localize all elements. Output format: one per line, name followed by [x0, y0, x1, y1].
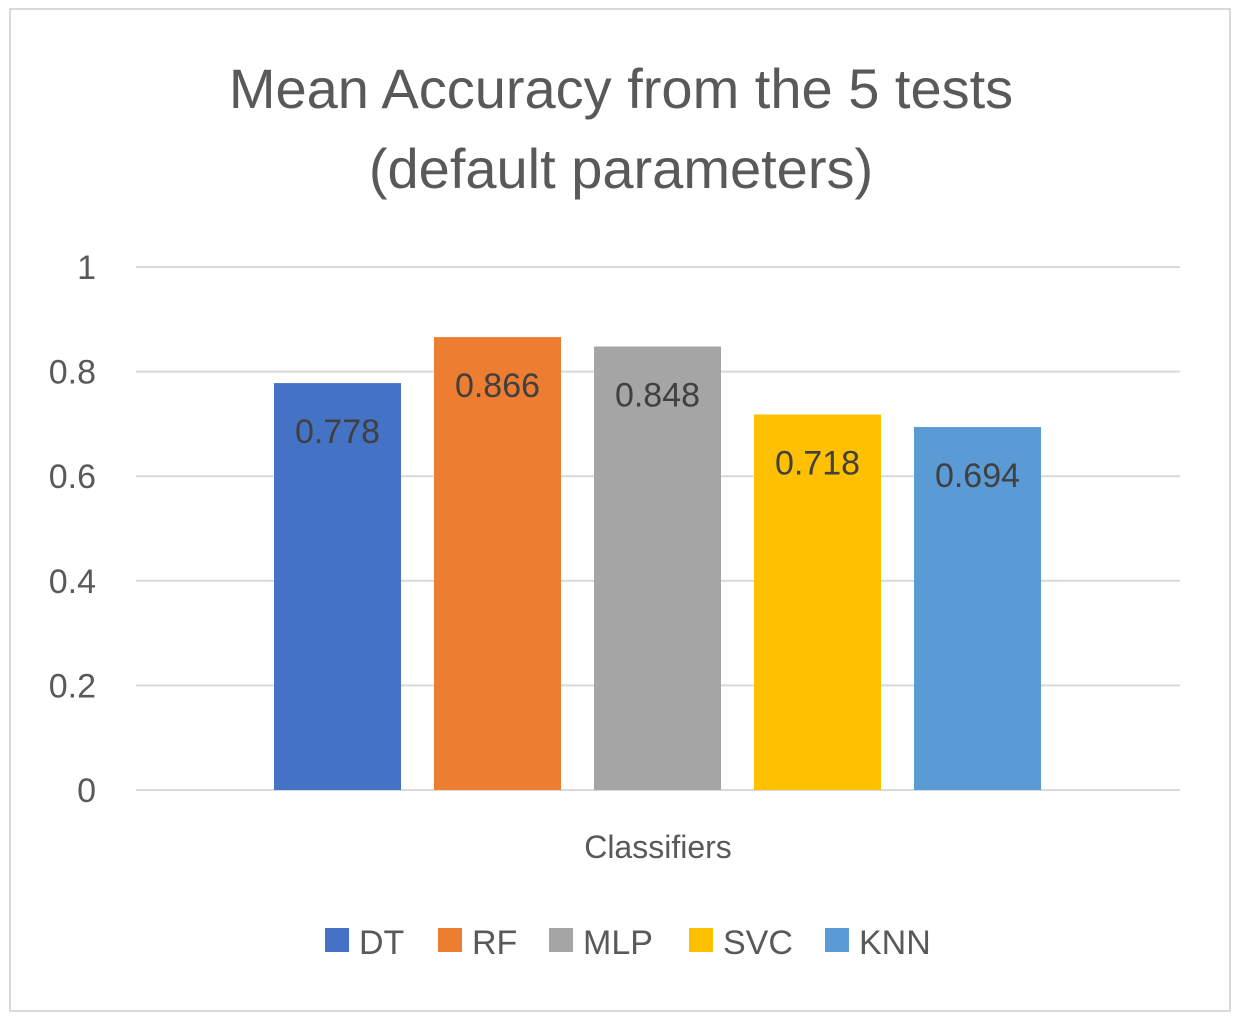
legend-label-dt: DT — [359, 924, 404, 962]
data-labels: 0.778 0.866 0.848 0.718 0.694 — [295, 367, 1020, 495]
y-tick-label: 0 — [77, 772, 96, 810]
bar-mlp — [594, 346, 721, 790]
y-axis-ticks: 0 0.2 0.4 0.6 0.8 1 — [49, 249, 96, 810]
y-tick-label: 1 — [77, 249, 96, 287]
legend-swatch-svc — [689, 928, 713, 952]
chart-subtitle: (default parameters) — [369, 137, 873, 200]
x-axis-title: Classifiers — [584, 829, 732, 865]
legend-swatch-dt — [325, 928, 349, 952]
y-tick-label: 0.8 — [49, 354, 96, 392]
legend-label-knn: KNN — [859, 924, 931, 962]
legend-swatch-knn — [825, 928, 849, 952]
data-label-rf: 0.866 — [455, 367, 540, 405]
y-tick-label: 0.4 — [49, 563, 96, 601]
legend: DT RF MLP SVC KNN — [325, 924, 931, 962]
legend-label-svc: SVC — [723, 924, 793, 962]
y-tick-label: 0.2 — [49, 667, 96, 705]
bar-dt — [274, 383, 401, 790]
data-label-knn: 0.694 — [935, 457, 1020, 495]
bar-knn — [914, 427, 1041, 790]
legend-swatch-rf — [438, 928, 462, 952]
legend-label-rf: RF — [472, 924, 517, 962]
data-label-mlp: 0.848 — [615, 376, 700, 414]
y-tick-label: 0.6 — [49, 458, 96, 496]
bar-svc — [754, 414, 881, 790]
data-label-dt: 0.778 — [295, 413, 380, 451]
bar-rf — [434, 337, 561, 790]
data-label-svc: 0.718 — [775, 444, 860, 482]
legend-label-mlp: MLP — [583, 924, 653, 962]
chart-title: Mean Accuracy from the 5 tests — [229, 57, 1013, 120]
bars — [274, 337, 1041, 790]
legend-swatch-mlp — [549, 928, 573, 952]
